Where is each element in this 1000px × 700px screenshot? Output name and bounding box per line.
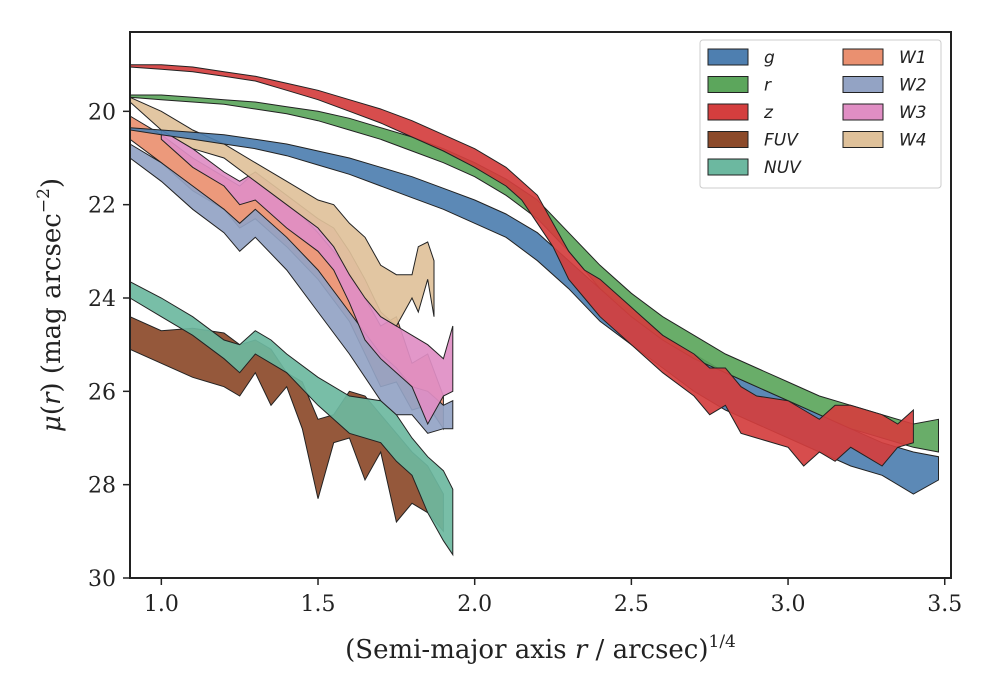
legend-label-g: g [764,48,775,68]
x-axis-ticks: 1.0 1.5 2.0 2.5 3.0 3.5 [144,578,962,617]
y-tick-label: 26 [88,380,116,405]
x-axis-label-var: r [575,635,589,665]
x-tick-label: 3.0 [771,592,806,617]
legend-swatch-fuv [707,131,749,148]
x-tick-label: 2.5 [614,592,649,617]
legend-swatch-w4 [842,131,884,148]
y-axis-label-var: r [37,391,67,405]
y-axis-label: μ(r) (mag arcsec−2) [34,178,67,432]
x-axis-label-sup: 1/4 [709,632,736,652]
legend-swatch-z [707,103,749,121]
legend-label-fuv: FUV [764,131,799,151]
legend-swatch-w3 [842,103,884,121]
y-axis-label-unit: (mag arcsec [37,213,67,382]
x-tick-label: 2.0 [457,592,492,617]
legend-label-w4: W4 [899,131,927,151]
y-axis-ticks: 20 22 24 26 28 30 [88,100,130,592]
band-w4 [129,96,435,327]
y-axis-label-close: ) [37,382,67,392]
y-tick-label: 22 [88,194,116,219]
x-axis-label-post: / arcsec) [587,635,708,665]
legend-swatch-w1 [842,48,884,66]
legend-label-nuv: NUV [764,158,802,178]
y-tick-label: 30 [88,567,116,592]
x-tick-label: 1.5 [301,592,336,617]
legend-swatch-w2 [842,76,884,93]
band-z [129,64,914,467]
y-tick-label: 24 [88,287,116,312]
series-bands [129,64,939,557]
legend-label-z: z [763,103,774,123]
band-w2 [129,143,454,434]
x-tick-label: 3.5 [927,592,962,617]
band-nuv [129,280,454,557]
legend-label-r: r [764,76,772,96]
legend-label-w2: W2 [899,76,927,96]
y-tick-label: 20 [88,100,116,125]
y-axis-label-end: ) [37,178,67,188]
legend-label-w1: W1 [899,48,927,68]
legend-label-w3: W3 [899,103,927,123]
y-axis-label-open: ( [37,405,67,415]
legend: grz FUV NUV W1 W2 W3 W4 [699,39,942,189]
legend-swatch-g [707,48,749,66]
y-axis-label-mu: μ [37,415,67,432]
x-axis-label: (Semi-major axis r / arcsec)1/4 [345,632,736,665]
x-tick-label: 1.0 [144,592,179,617]
y-axis-label-sup: −2 [34,188,54,213]
legend-swatch-r [707,76,749,93]
axes-frame [129,31,952,579]
x-axis-label-pre: (Semi-major axis [345,635,575,665]
legend-swatch-nuv [707,158,749,176]
y-tick-label: 28 [88,474,116,499]
